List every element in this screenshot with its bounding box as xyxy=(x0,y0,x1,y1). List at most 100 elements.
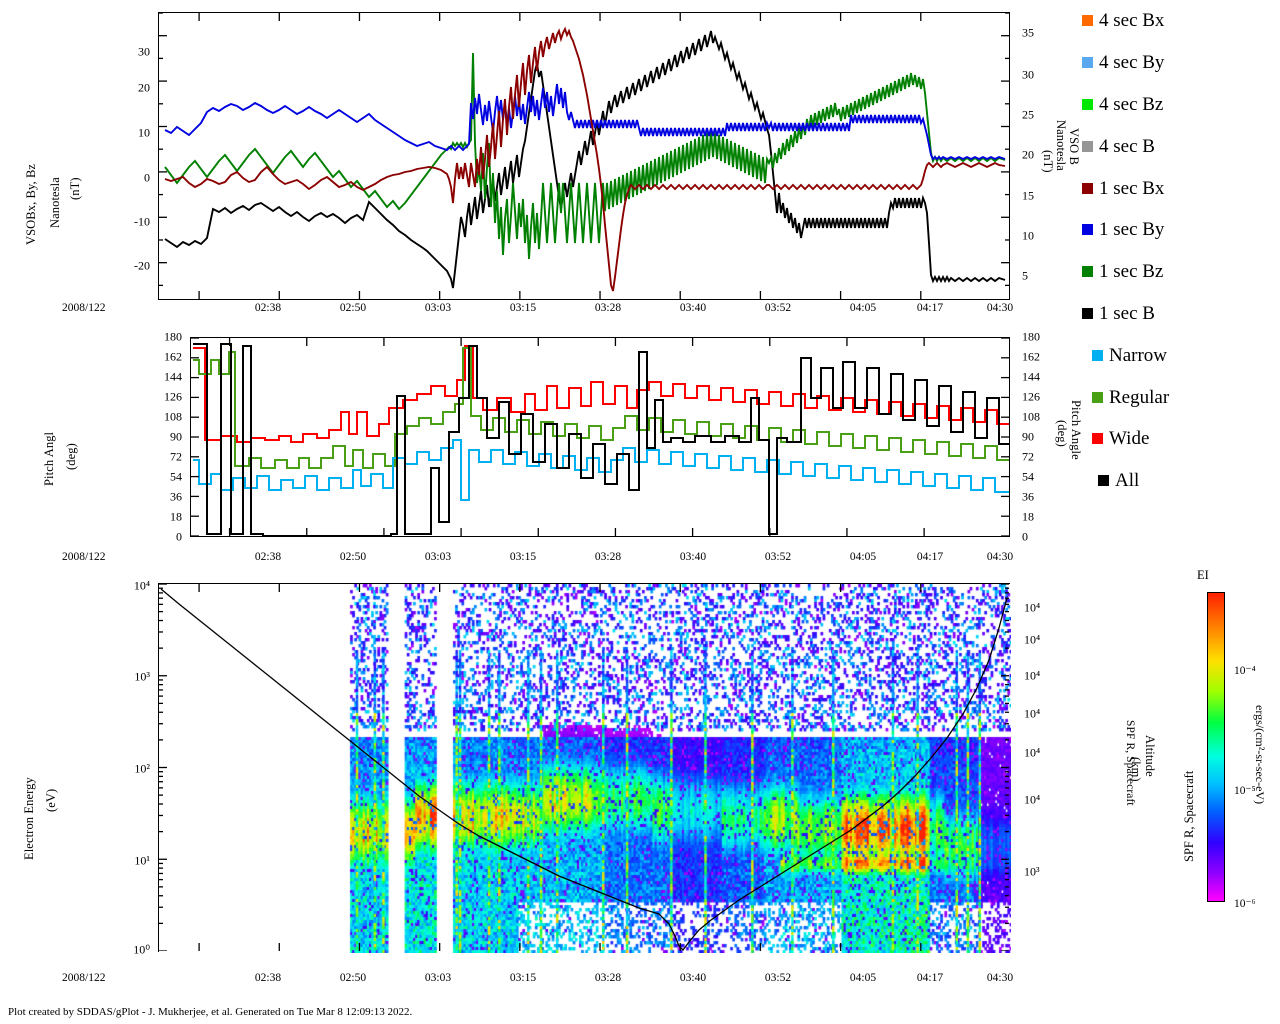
panel1-right-axis-unit: (nT) xyxy=(1040,150,1055,190)
legend-swatch-icon xyxy=(1082,224,1093,236)
panel1-left-axis-label-line1: VSOBx, By, Bz xyxy=(24,163,38,245)
panel1-xtick-0340: 03:40 xyxy=(679,302,707,314)
legend-label: 1 sec By xyxy=(1099,219,1165,241)
panel3-tick-1e3: 10³ xyxy=(134,669,150,684)
trace-all xyxy=(193,342,1009,538)
panel1-xtick-0328: 03:28 xyxy=(594,302,622,314)
panel1-xtick-0405: 04:05 xyxy=(849,302,877,314)
trace-wide xyxy=(193,344,1009,444)
legend-label: 4 sec By xyxy=(1099,52,1165,74)
legend-swatch-icon xyxy=(1082,307,1093,319)
legend-item-4sec-b[interactable]: 4 sec B xyxy=(1082,125,1280,167)
panel2-tick-126: 126 xyxy=(164,389,182,404)
legend-label: 1 sec B xyxy=(1099,302,1155,324)
panel3-xtick-0315: 03:15 xyxy=(509,972,537,984)
axis-ticks xyxy=(191,338,1009,536)
colorbar-tick-1e-6: 10⁻⁶ xyxy=(1234,898,1256,910)
legend-label: 4 sec B xyxy=(1099,135,1155,157)
legend-item-4sec-bx[interactable]: 4 sec Bx xyxy=(1082,0,1280,42)
panel2-rtick-0: 0 xyxy=(1022,529,1028,544)
panel2-xtick-0417: 04:17 xyxy=(916,551,944,563)
panel2-right-axis-unit-text: (deg) xyxy=(1055,420,1069,447)
panel2-right-axis-unit: (deg) xyxy=(1054,420,1069,460)
panel2-traces xyxy=(193,342,1009,538)
panel2-left-axis-label-line1: Pitch Angl xyxy=(42,431,56,486)
trace-narrow xyxy=(193,438,1009,502)
panel1-rtick-30: 30 xyxy=(1022,67,1034,82)
panel3-rtick-1: 10⁴ xyxy=(1024,632,1041,647)
panel2-tick-0: 0 xyxy=(176,529,182,544)
legend-item-regular[interactable]: Regular xyxy=(1082,376,1280,418)
legend-swatch-icon xyxy=(1082,182,1093,194)
legend-item-1sec-bx[interactable]: 1 sec Bx xyxy=(1082,167,1280,209)
axis-ticks xyxy=(159,584,1009,951)
panel3-right-axis-label-line1: SPF R, Spacecraft xyxy=(1124,720,1136,806)
panel3-right-axis-label: SPF R, Spacecraft xyxy=(1124,720,1136,838)
panel3-right-axis-unit-text: (km) xyxy=(1129,757,1143,782)
panel2-plot-frame xyxy=(190,337,1010,538)
panel3-xtick-0430: 04:30 xyxy=(986,972,1014,984)
panel2-xtick-0315: 03:15 xyxy=(509,551,537,563)
panel2-rtick-54: 54 xyxy=(1022,469,1034,484)
panel1-right-axis-unit-text: (nT) xyxy=(1041,150,1055,173)
panel3-left-axis-label-line1: Electron Energy xyxy=(22,777,36,860)
panel1-left-axis-label-2: Nanotesla xyxy=(48,108,63,228)
legend-item-1sec-by[interactable]: 1 sec By xyxy=(1082,209,1280,251)
panel1-xtick-0352: 03:52 xyxy=(764,302,792,314)
legend-item-4sec-by[interactable]: 4 sec By xyxy=(1082,42,1280,84)
panel2-xtick-0250: 02:50 xyxy=(339,551,367,563)
legend-label: Wide xyxy=(1109,428,1150,450)
legend-item-1sec-bz[interactable]: 1 sec Bz xyxy=(1082,251,1280,293)
panel2-rtick-18: 18 xyxy=(1022,509,1034,524)
panel2-tick-144: 144 xyxy=(164,369,182,384)
panel3-right-axis-label-2: Altitude xyxy=(1142,735,1157,805)
footer-credit: Plot created by SDDAS/gPlot - J. Mukherj… xyxy=(8,1006,413,1018)
legend-item-4sec-bz[interactable]: 4 sec Bz xyxy=(1082,84,1280,126)
panel2-tick-90: 90 xyxy=(170,429,182,444)
legend-swatch-icon xyxy=(1092,433,1103,445)
panel1-xtick-0250: 02:50 xyxy=(339,302,367,314)
panel3-altitude-trace xyxy=(160,588,1008,951)
panel2-xtick-0303: 03:03 xyxy=(424,551,452,563)
legend-label: 1 sec Bz xyxy=(1099,261,1164,283)
trace-1sec-Bx xyxy=(164,26,1006,292)
panel2-xtick-0340: 03:40 xyxy=(679,551,707,563)
legend-swatch-icon xyxy=(1082,140,1093,152)
panel3-tick-1e2: 10² xyxy=(134,761,150,776)
panel3-xtick-0303: 03:03 xyxy=(424,972,452,984)
colorbar-title: EI xyxy=(1197,568,1209,582)
panel3-xtick-0405: 04:05 xyxy=(849,972,877,984)
panel1-rtick-5: 5 xyxy=(1022,268,1028,283)
panel3-rtick-2: 10⁴ xyxy=(1024,668,1041,683)
panel2-xtick-0430: 04:30 xyxy=(986,551,1014,563)
panel2-left-axis-unit-text: (deg) xyxy=(64,443,78,470)
panel2-rtick-36: 36 xyxy=(1022,489,1034,504)
panel1-tick-10: 10 xyxy=(138,125,150,140)
panel1-rtick-10: 10 xyxy=(1022,228,1034,243)
panel1-left-axis-label-line2: Nanotesla xyxy=(48,177,62,228)
panel3-xtick-0250: 02:50 xyxy=(339,972,367,984)
legend-swatch-icon xyxy=(1092,391,1103,403)
panel1-tick-neg20: -20 xyxy=(134,258,150,273)
legend-item-all[interactable]: All xyxy=(1082,460,1280,502)
legend-item-narrow[interactable]: Narrow xyxy=(1082,334,1280,376)
panel2-tick-162: 162 xyxy=(164,349,182,364)
panel3-xtick-0340: 03:40 xyxy=(679,972,707,984)
legend-item-1sec-b[interactable]: 1 sec B xyxy=(1082,293,1280,335)
panel2-rtick-108: 108 xyxy=(1022,409,1040,424)
trace-spacecraft-altitude xyxy=(160,588,1008,951)
legend-swatch-icon xyxy=(1082,266,1093,278)
panel3-rtick-4: 10⁴ xyxy=(1024,745,1041,760)
axis-ticks xyxy=(159,13,1009,299)
legend-item-wide[interactable]: Wide xyxy=(1082,418,1280,460)
panel2-xtick-0328: 03:28 xyxy=(594,551,622,563)
panel3-rtick-5: 10⁴ xyxy=(1024,792,1041,807)
legend-label: All xyxy=(1115,470,1140,492)
legend: 4 sec Bx 4 sec By 4 sec Bz 4 sec B 1 sec… xyxy=(1082,0,1280,502)
legend-label: 4 sec Bx xyxy=(1099,10,1165,32)
panel2-rtick-162: 162 xyxy=(1022,349,1040,364)
panel1-xtick-0417: 04:17 xyxy=(916,302,944,314)
panel3-tick-1e1: 10¹ xyxy=(134,853,150,868)
legend-swatch-icon xyxy=(1082,98,1093,110)
